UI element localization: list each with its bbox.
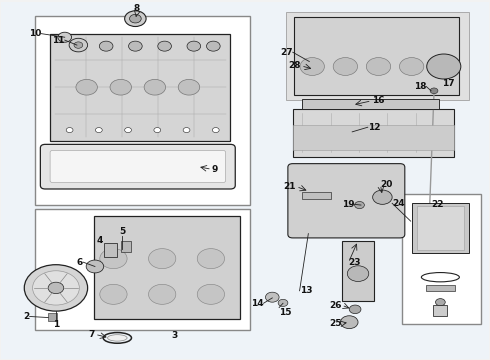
Circle shape — [333, 58, 358, 76]
Circle shape — [347, 266, 369, 282]
Circle shape — [96, 127, 102, 132]
Text: 9: 9 — [212, 165, 218, 174]
Text: 20: 20 — [380, 180, 393, 189]
Bar — [416, 206, 464, 250]
Text: 19: 19 — [342, 200, 355, 209]
Bar — [35, 16, 250, 205]
Circle shape — [266, 292, 279, 302]
Text: 13: 13 — [299, 286, 312, 295]
Circle shape — [48, 282, 64, 294]
Circle shape — [66, 127, 73, 132]
Circle shape — [373, 190, 392, 204]
Bar — [48, 313, 57, 321]
Circle shape — [183, 127, 190, 132]
Circle shape — [124, 11, 146, 27]
Circle shape — [74, 42, 83, 48]
Text: 14: 14 — [251, 299, 264, 308]
Text: 1: 1 — [53, 320, 59, 329]
Ellipse shape — [108, 335, 127, 341]
Text: 15: 15 — [279, 307, 292, 316]
Text: 4: 4 — [97, 236, 103, 245]
Circle shape — [76, 79, 98, 95]
Circle shape — [212, 127, 219, 132]
Circle shape — [178, 79, 200, 95]
Bar — [302, 99, 439, 109]
Text: 8: 8 — [134, 4, 140, 13]
Text: 16: 16 — [372, 96, 384, 105]
Circle shape — [129, 14, 141, 23]
FancyBboxPatch shape — [288, 164, 405, 238]
Text: 25: 25 — [329, 319, 342, 328]
Text: 21: 21 — [284, 182, 296, 191]
FancyBboxPatch shape — [50, 150, 225, 183]
Circle shape — [32, 271, 79, 305]
Text: 27: 27 — [280, 48, 293, 57]
Circle shape — [128, 41, 142, 51]
Text: 12: 12 — [368, 123, 380, 132]
Text: 7: 7 — [89, 330, 95, 339]
Circle shape — [100, 284, 127, 304]
Circle shape — [187, 41, 201, 51]
Text: 18: 18 — [414, 82, 426, 91]
Bar — [343, 241, 374, 301]
Bar — [94, 216, 240, 319]
Text: 10: 10 — [29, 29, 41, 38]
Circle shape — [24, 265, 88, 311]
Bar — [293, 125, 454, 150]
Circle shape — [69, 38, 88, 52]
Text: 17: 17 — [442, 79, 454, 88]
Text: 26: 26 — [329, 301, 342, 310]
Text: 3: 3 — [171, 331, 177, 340]
Circle shape — [148, 249, 176, 269]
Circle shape — [154, 127, 161, 132]
Circle shape — [278, 299, 288, 306]
Circle shape — [349, 305, 361, 314]
Circle shape — [367, 58, 391, 76]
Text: 22: 22 — [431, 200, 443, 209]
Circle shape — [197, 249, 224, 269]
Text: 5: 5 — [119, 228, 125, 237]
Bar — [426, 285, 455, 292]
Circle shape — [300, 58, 324, 76]
Bar — [104, 243, 117, 257]
Bar — [293, 109, 454, 157]
Bar — [121, 242, 130, 252]
Bar — [35, 209, 250, 330]
Bar — [412, 203, 469, 253]
Bar — [402, 194, 481, 324]
Text: 28: 28 — [289, 61, 301, 70]
Circle shape — [197, 284, 224, 304]
Text: 23: 23 — [348, 258, 361, 267]
Circle shape — [427, 54, 461, 79]
Circle shape — [206, 41, 220, 51]
Circle shape — [158, 41, 172, 51]
Circle shape — [144, 79, 166, 95]
Circle shape — [110, 79, 131, 95]
Circle shape — [100, 249, 127, 269]
Circle shape — [430, 88, 438, 94]
Bar — [433, 305, 447, 316]
Circle shape — [58, 32, 72, 42]
Bar — [50, 33, 230, 141]
Circle shape — [86, 260, 104, 273]
Circle shape — [355, 202, 365, 209]
Circle shape — [124, 127, 131, 132]
Text: 6: 6 — [77, 258, 83, 267]
Circle shape — [148, 284, 176, 304]
Text: 24: 24 — [392, 199, 405, 208]
FancyBboxPatch shape — [40, 144, 235, 189]
Text: 2: 2 — [24, 312, 30, 321]
Circle shape — [99, 41, 113, 51]
Bar — [302, 192, 331, 199]
Text: 11: 11 — [52, 36, 65, 45]
Circle shape — [436, 298, 445, 306]
Circle shape — [341, 316, 358, 329]
Circle shape — [399, 58, 424, 76]
Circle shape — [70, 41, 84, 51]
Bar — [294, 17, 460, 95]
Bar — [287, 12, 469, 100]
